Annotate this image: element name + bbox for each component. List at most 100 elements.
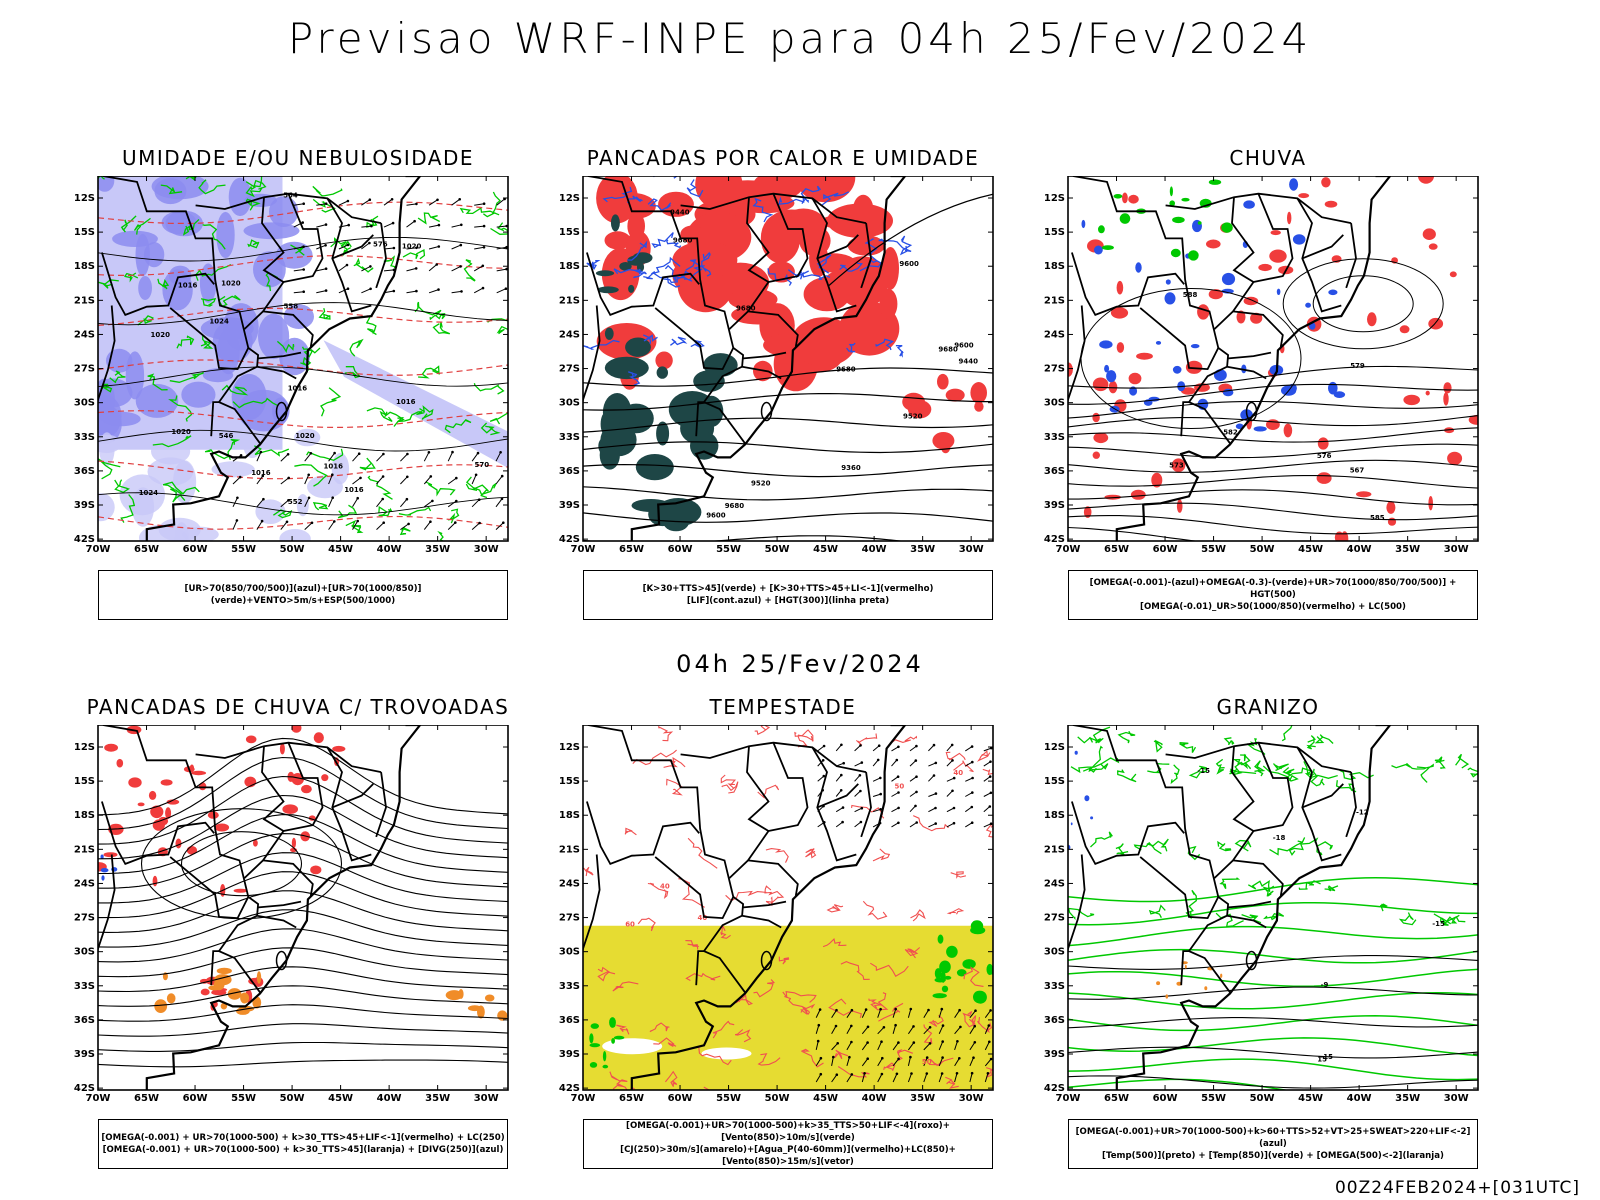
wind-vector [352, 520, 359, 530]
wind-vector-head [860, 761, 864, 764]
wind-vector-head [972, 1056, 975, 1059]
wind-vector-head [842, 761, 845, 765]
lagoon-outline [760, 401, 773, 422]
contour-squiggle [168, 395, 193, 422]
contour-label: 582 [1223, 428, 1238, 436]
wind-vector [383, 247, 394, 250]
wind-vector [835, 744, 842, 752]
wind-vector-head [427, 451, 431, 454]
field-patch [1156, 981, 1161, 986]
wind-vector-head [238, 475, 242, 479]
contour-squiggle [870, 992, 889, 1011]
contour-line [1068, 992, 1478, 1010]
wind-vector [984, 1058, 992, 1067]
map-base [1068, 176, 1392, 541]
lon-label: 70W [1056, 544, 1081, 555]
streamline [98, 1041, 508, 1052]
border-line [742, 351, 787, 360]
contour-line [583, 441, 993, 454]
contour-squiggle [628, 371, 641, 386]
field-patch [945, 388, 965, 402]
contour-line [583, 512, 993, 523]
lat-label: 18S [559, 810, 580, 821]
border-line [98, 854, 116, 956]
contour-squiggle [1324, 885, 1339, 892]
legend-line-1: [OMEGA(-0.001)+UR>70(1000-500)+k>60+TTS>… [1075, 1127, 1471, 1149]
map-base [98, 176, 422, 541]
lon-label: 40W [862, 544, 887, 555]
lon-label: 30W [1444, 1093, 1469, 1104]
border-line [587, 725, 746, 993]
legend-line-1: [OMEGA(-0.001)+UR>70(1000-500)+k>35_TTS>… [626, 1121, 950, 1143]
wind-vector [496, 225, 507, 228]
contour-squiggle [444, 418, 472, 434]
contour-squiggle [862, 900, 888, 920]
field-patch [1081, 219, 1086, 229]
border-line [860, 771, 872, 838]
contour-squiggle [1089, 745, 1103, 773]
field-patch [1090, 816, 1094, 820]
lon-label: 60W [668, 1093, 693, 1104]
wind-vector [861, 1042, 869, 1051]
streamline [98, 890, 508, 933]
contour-squiggle [950, 871, 967, 879]
wind-vector-head [368, 241, 371, 245]
wind-vector-head [934, 792, 938, 795]
wind-vector [946, 760, 953, 767]
wind-vector-head [357, 452, 361, 456]
lon-label: 70W [86, 1093, 111, 1104]
field-patch [956, 969, 967, 977]
contour-label: 9680 [938, 346, 958, 354]
border-line [860, 222, 872, 289]
wind-vector [928, 823, 936, 828]
field-patch [128, 777, 142, 788]
wind-vector [969, 1057, 974, 1067]
contour-squiggle [784, 995, 816, 1010]
wind-vector [923, 1043, 931, 1051]
streamline [98, 814, 508, 875]
wind-vector [304, 497, 310, 508]
wind-vector-head [835, 1008, 838, 1012]
contour-squiggle [613, 268, 641, 275]
wind-vector-head [958, 1008, 961, 1012]
contour-squiggle [797, 734, 814, 748]
field-patch [137, 802, 145, 807]
wind-vector [854, 821, 862, 828]
contour-label: 40 [953, 769, 963, 777]
field-patch [154, 999, 168, 1013]
lat-label: 42S [74, 1083, 95, 1094]
contour-squiggle [312, 502, 329, 511]
wind-vector-head [840, 743, 843, 747]
wind-vector-head [881, 1056, 884, 1060]
lon-label: 40W [377, 1093, 402, 1104]
contour-squiggle [114, 479, 131, 494]
border-line [695, 950, 704, 986]
contour-line [98, 492, 508, 516]
lat-label: 42S [1044, 1083, 1065, 1094]
contour-squiggle [888, 735, 918, 746]
lat-label: 21S [1044, 295, 1065, 306]
border-line [1165, 192, 1352, 224]
contour-squiggle [204, 449, 230, 460]
wind-vector [451, 244, 461, 250]
contour-label: 1020 [402, 242, 422, 250]
wind-vector-head [988, 805, 992, 808]
field-patch [600, 411, 613, 437]
wind-vector-head [346, 243, 350, 247]
contour-squiggle [169, 488, 186, 503]
wind-vector [293, 203, 304, 206]
field-patch [656, 421, 670, 446]
contour-line [98, 460, 508, 480]
wind-vector-head [819, 1072, 823, 1076]
field-patch [296, 494, 309, 517]
lon-label: 60W [183, 544, 208, 555]
wind-vector-head [915, 744, 918, 748]
wind-vector [232, 497, 238, 508]
wind-vector-head [822, 774, 826, 778]
wind-vector-head [817, 1023, 821, 1027]
lagoon-outline [275, 950, 288, 971]
wind-vector-head [302, 202, 305, 205]
contour-squiggle [1398, 912, 1417, 926]
field-patch [104, 743, 118, 752]
